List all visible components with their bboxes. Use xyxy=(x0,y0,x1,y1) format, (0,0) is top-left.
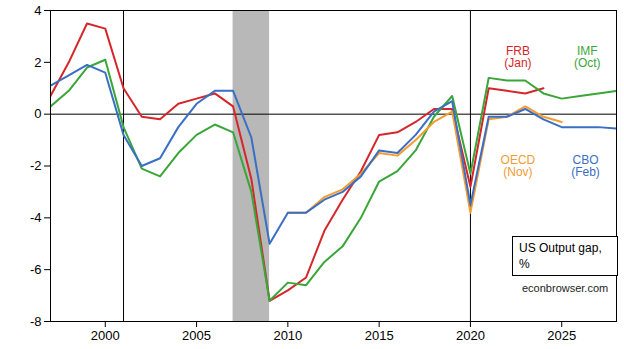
svg-text:2005: 2005 xyxy=(182,328,211,343)
svg-text:2015: 2015 xyxy=(365,328,394,343)
svg-text:2000: 2000 xyxy=(91,328,120,343)
svg-text:FRB(Jan): FRB(Jan) xyxy=(504,44,531,70)
svg-text:2025: 2025 xyxy=(547,328,576,343)
svg-text:4: 4 xyxy=(34,3,41,18)
svg-text:-8: -8 xyxy=(30,314,42,329)
svg-text:-2: -2 xyxy=(30,158,42,173)
html-text:US Output gap, %: US Output gap, % xyxy=(519,241,602,271)
svg-text:0: 0 xyxy=(34,106,41,121)
svg-text:-4: -4 xyxy=(30,210,42,225)
svg-text:2020: 2020 xyxy=(456,328,485,343)
svg-text:CBO(Feb): CBO(Feb) xyxy=(571,153,600,179)
svg-text:-6: -6 xyxy=(30,262,42,277)
svg-text:IMF(Oct): IMF(Oct) xyxy=(574,44,601,70)
html-text:econbrowser.com: econbrowser.com xyxy=(522,282,609,294)
svg-text:2: 2 xyxy=(34,54,41,69)
svg-text:OECD(Nov): OECD(Nov) xyxy=(501,153,536,179)
svg-text:2010: 2010 xyxy=(273,328,302,343)
